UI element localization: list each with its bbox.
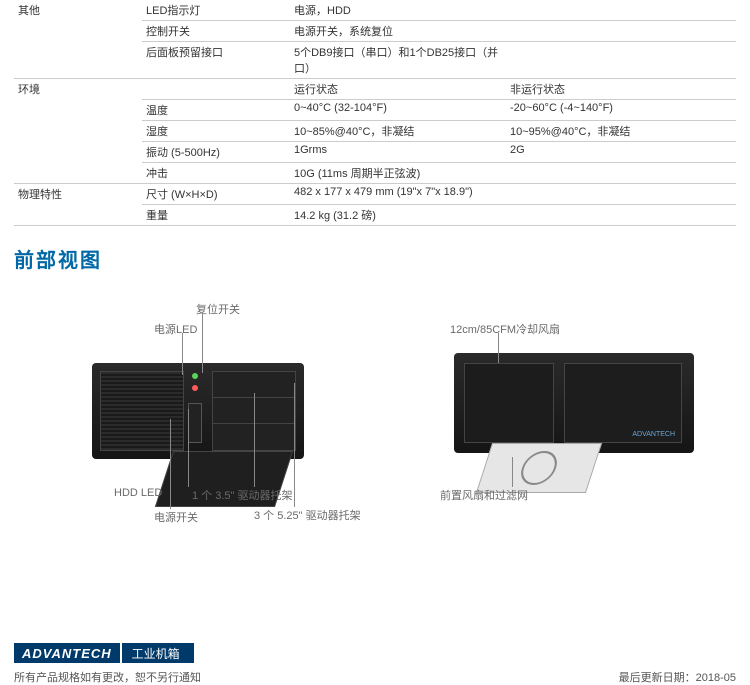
value-cell: 10~85%@40°C，非凝结 bbox=[290, 121, 506, 142]
value-cell: -20~60°C (-4~140°F) bbox=[506, 100, 736, 121]
value-cell: 运行状态 bbox=[290, 79, 506, 100]
label-cell bbox=[142, 79, 290, 100]
section-title-front-view: 前部视图 bbox=[14, 244, 736, 273]
value-cell bbox=[506, 0, 736, 21]
footnote-right: 最后更新日期：2018-05 bbox=[619, 669, 736, 685]
label-cell: 控制开关 bbox=[142, 21, 290, 42]
value-cell: 电源，HDD bbox=[290, 0, 506, 21]
value-cell bbox=[506, 163, 736, 184]
value-cell: 2G bbox=[506, 142, 736, 163]
value-cell bbox=[506, 21, 736, 42]
value-cell: 482 x 177 x 479 mm (19"x 7"x 18.9") bbox=[290, 184, 506, 205]
value-cell: 5个DB9接口（串口）和1个DB25接口（并口） bbox=[290, 42, 506, 79]
label-bay-35: 1 个 3.5" 驱动器托架 bbox=[192, 487, 292, 503]
fan-tray bbox=[476, 443, 602, 493]
label-power-switch: 电源开关 bbox=[154, 509, 198, 525]
label-fan: 12cm/85CFM冷却风扇 bbox=[450, 321, 560, 337]
brand-bar: ADVANTECH 工业机箱 bbox=[14, 643, 736, 663]
label-cell: 重量 bbox=[142, 205, 290, 226]
table-row: 物理特性尺寸 (W×H×D)482 x 177 x 479 mm (19"x 7… bbox=[14, 184, 736, 205]
brand-category: 工业机箱 bbox=[122, 643, 190, 663]
page-footer: ADVANTECH 工业机箱 所有产品规格如有更改，恕不另行通知 最后更新日期：… bbox=[14, 643, 736, 685]
label-cell: LED指示灯 bbox=[142, 0, 290, 21]
chassis-right: ADVANTECH bbox=[454, 353, 694, 453]
value-cell: 10~95%@40°C，非凝结 bbox=[506, 121, 736, 142]
value-cell: 电源开关，系统复位 bbox=[290, 21, 506, 42]
category-cell: 环境 bbox=[14, 79, 142, 184]
footnote-left: 所有产品规格如有更改，恕不另行通知 bbox=[14, 669, 201, 685]
value-cell bbox=[506, 42, 736, 79]
label-filter: 前置风扇和过滤网 bbox=[440, 487, 528, 503]
label-cell: 湿度 bbox=[142, 121, 290, 142]
value-cell: 非运行状态 bbox=[506, 79, 736, 100]
value-cell: 1Grms bbox=[290, 142, 506, 163]
spec-table: 其他LED指示灯电源，HDD控制开关电源开关，系统复位后面板预留接口5个DB9接… bbox=[14, 0, 736, 226]
label-cell: 冲击 bbox=[142, 163, 290, 184]
label-cell: 尺寸 (W×H×D) bbox=[142, 184, 290, 205]
category-cell: 其他 bbox=[14, 0, 142, 79]
value-cell bbox=[506, 184, 736, 205]
label-cell: 后面板预留接口 bbox=[142, 42, 290, 79]
table-row: 环境运行状态非运行状态 bbox=[14, 79, 736, 100]
label-cell: 温度 bbox=[142, 100, 290, 121]
value-cell: 0~40°C (32-104°F) bbox=[290, 100, 506, 121]
label-cell: 振动 (5-500Hz) bbox=[142, 142, 290, 163]
value-cell: 10G (11ms 周期半正弦波) bbox=[290, 163, 506, 184]
chassis-left bbox=[92, 363, 304, 459]
label-bay-525: 3 个 5.25" 驱动器托架 bbox=[254, 507, 361, 523]
brand-logo: ADVANTECH bbox=[14, 643, 120, 663]
label-hdd-led: HDD LED bbox=[114, 487, 162, 499]
value-cell bbox=[506, 205, 736, 226]
table-row: 其他LED指示灯电源，HDD bbox=[14, 0, 736, 21]
value-cell: 14.2 kg (31.2 磅) bbox=[290, 205, 506, 226]
label-power-led: 电源LED bbox=[154, 321, 197, 337]
front-view-diagram: ADVANTECH 复位开关 电源LED HDD LED 电源开关 1 个 3.… bbox=[14, 283, 736, 573]
category-cell: 物理特性 bbox=[14, 184, 142, 226]
